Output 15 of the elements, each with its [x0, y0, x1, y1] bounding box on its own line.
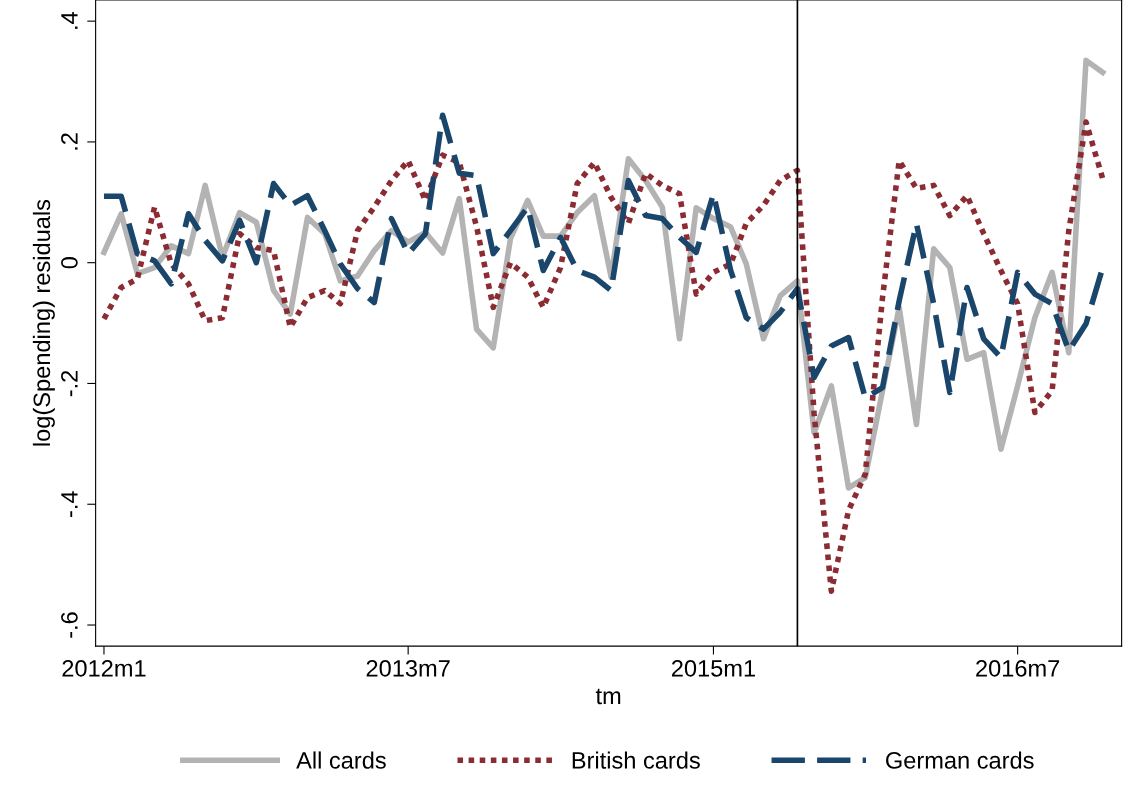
y-tick-label: 0	[61, 257, 78, 269]
y-tick-label: .4	[61, 11, 78, 29]
legend-label: All cards	[296, 751, 386, 769]
y-tick-label: -.6	[61, 612, 78, 638]
y-axis-title: log(Spending) residuals	[32, 199, 55, 446]
legend-label: British cards	[572, 751, 700, 769]
legend-label: German cards	[886, 751, 1034, 769]
x-axis-title: tm	[595, 688, 621, 705]
x-tick-label: 2012m1	[62, 659, 146, 677]
y-tick-label: -.4	[61, 491, 78, 517]
x-tick-label: 2015m1	[671, 659, 755, 677]
x-tick-label: 2013m7	[366, 659, 450, 677]
y-tick-label: .2	[61, 133, 78, 150]
x-tick-label: 2016m7	[976, 659, 1060, 677]
y-tick-label: -.2	[61, 370, 78, 397]
